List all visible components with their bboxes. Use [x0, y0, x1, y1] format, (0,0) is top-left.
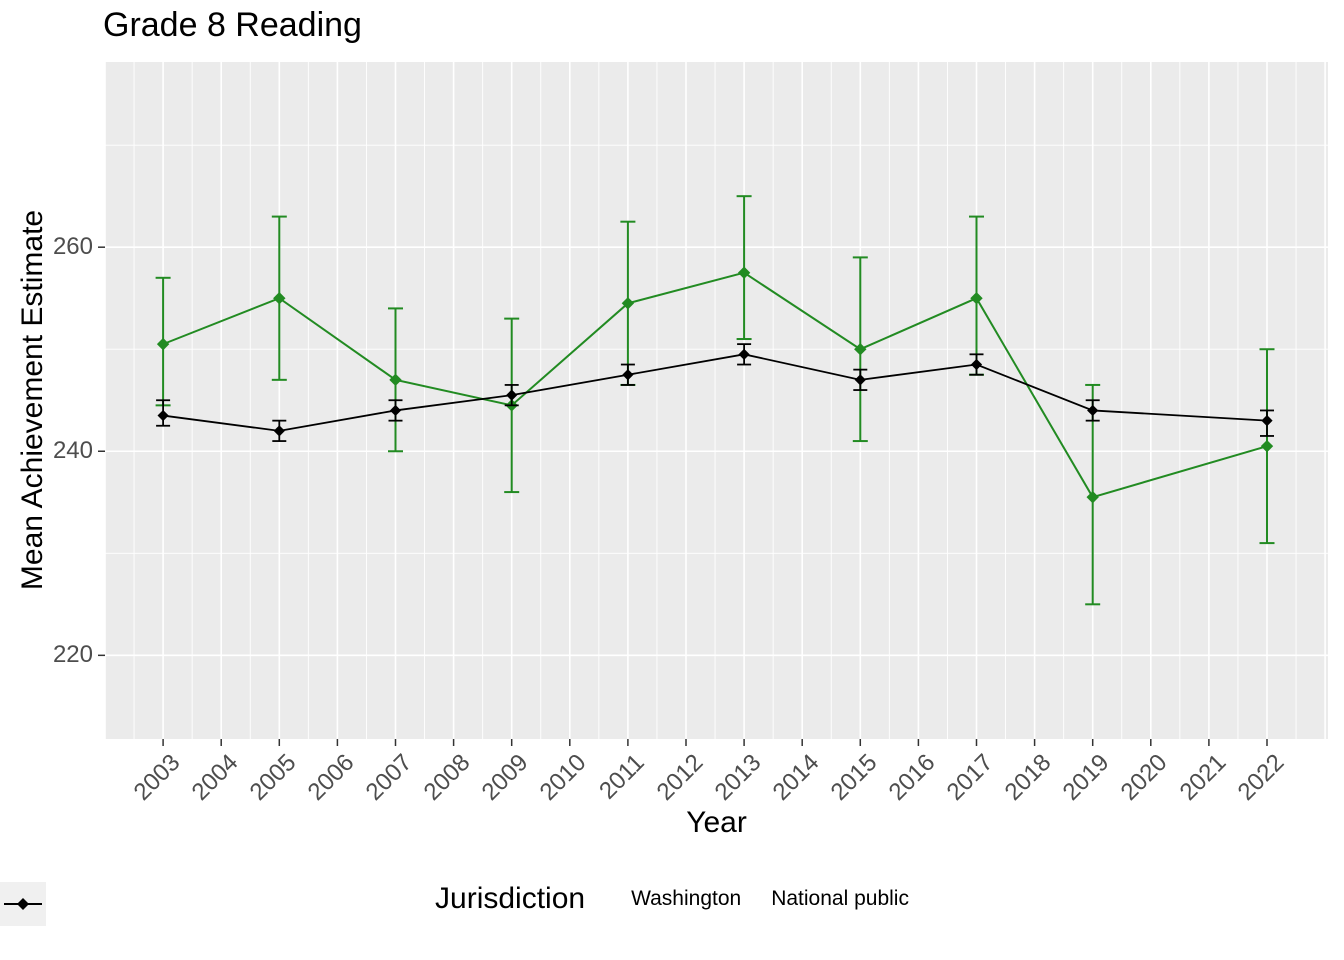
x-axis-title: Year — [686, 806, 747, 839]
data-point-marker — [156, 337, 170, 351]
data-point-marker — [389, 404, 402, 417]
data-point-marker — [1260, 439, 1274, 453]
data-point-marker — [1086, 490, 1099, 504]
legend-items: Washington National public — [0, 882, 909, 926]
data-point-marker — [1261, 415, 1273, 427]
data-point-marker — [622, 369, 634, 381]
legend-label: National public — [771, 887, 909, 910]
legend-title: Jurisdiction — [435, 882, 586, 915]
legend-item-washington: Washington — [0, 882, 742, 926]
panel-background — [105, 62, 1328, 739]
legend-item-national-public: National public — [0, 882, 909, 926]
legend-key-icon — [0, 882, 46, 926]
data-point-marker — [621, 297, 635, 310]
y-tick-label: 220 — [52, 641, 93, 669]
data-point-marker — [737, 266, 751, 279]
data-point-marker — [389, 373, 402, 387]
series-line — [162, 353, 1268, 432]
data-point-marker — [738, 348, 750, 360]
data-point-marker — [273, 425, 285, 437]
y-tick-label: 240 — [52, 437, 93, 465]
data-point-marker — [854, 343, 867, 356]
data-point-marker — [157, 409, 169, 422]
legend-label: Washington — [631, 887, 742, 910]
data-point-marker — [970, 292, 983, 305]
y-tick-label: 260 — [52, 233, 93, 261]
data-point-marker — [273, 292, 286, 305]
national-public-series — [156, 343, 1274, 442]
plot-title: Grade 8 Reading — [103, 6, 362, 44]
data-point-marker — [854, 374, 866, 386]
legend: Jurisdiction Washington National public — [0, 882, 1344, 926]
data-point-marker — [1087, 404, 1099, 417]
data-point-marker — [506, 389, 518, 401]
data-point-marker — [970, 358, 983, 371]
series-line — [162, 271, 1268, 499]
